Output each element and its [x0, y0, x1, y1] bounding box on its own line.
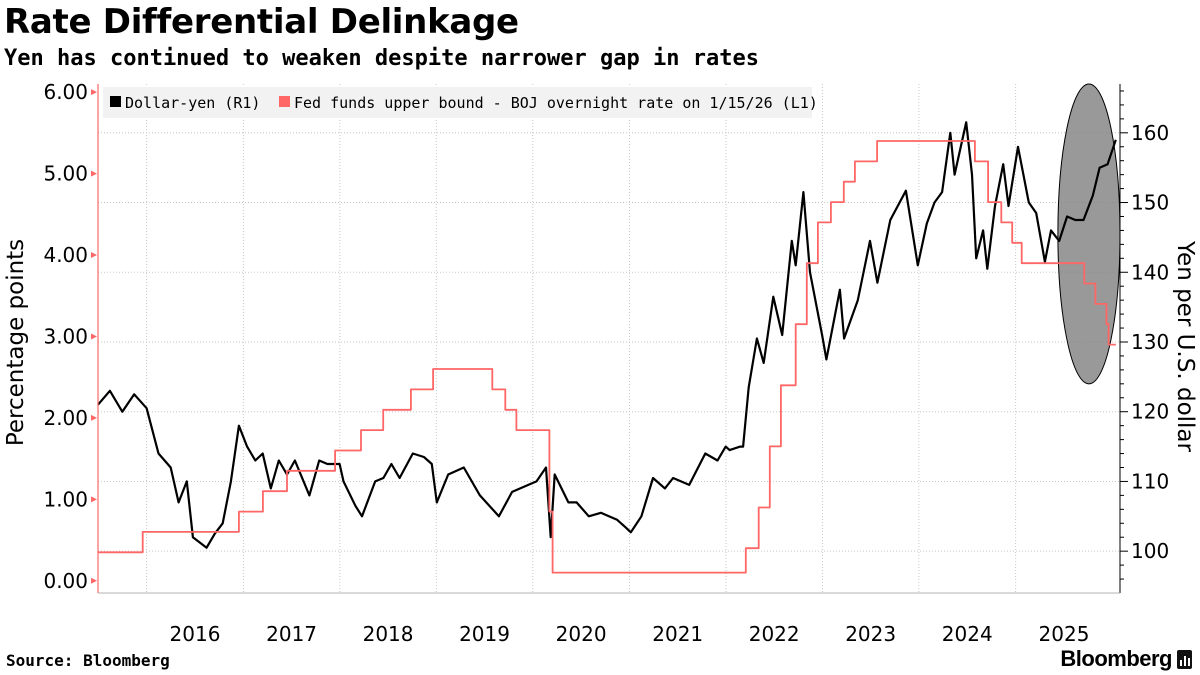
chart-title: Rate Differential Delinkage — [4, 2, 519, 42]
chart-subtitle: Yen has continued to weaken despite narr… — [4, 46, 759, 71]
x-tick-label: 2016 — [170, 622, 221, 646]
left-axis-label: Percentage points — [3, 239, 29, 446]
x-tick-label: 2023 — [845, 622, 896, 646]
left-tick-label: 3.00 — [43, 324, 88, 348]
bloomberg-terminal-icon — [1177, 650, 1192, 669]
grid — [98, 84, 1120, 593]
highlight-ellipse — [1057, 83, 1121, 385]
series-line-dollar-yen — [97, 121, 1117, 549]
right-tick-label: 130 — [1131, 330, 1169, 354]
left-tick-mark — [91, 333, 97, 340]
left-tick-label: 2.00 — [43, 406, 88, 430]
x-tick-label: 2022 — [749, 622, 800, 646]
legend-label: Dollar-yen (R1) — [125, 94, 260, 112]
left-tick-mark — [91, 577, 97, 584]
series — [97, 121, 1117, 574]
x-tick-label: 2025 — [1039, 622, 1090, 646]
x-tick-label: 2020 — [556, 622, 607, 646]
axes: 0.00 1.00 2.00 3.00 4.00 5.00 6.00 Percentage p… — [3, 80, 1198, 646]
legend-swatch — [279, 96, 290, 107]
right-tick-label: 140 — [1131, 260, 1169, 284]
x-tick-label: 2018 — [363, 622, 414, 646]
legend: Dollar-yen (R1) Fed funds upper bound - B… — [103, 87, 818, 118]
right-tick-label: 120 — [1131, 400, 1169, 424]
left-tick-mark — [91, 170, 97, 177]
right-tick-label: 160 — [1131, 121, 1169, 145]
left-tick-mark — [91, 496, 97, 503]
right-axis-label: Yen per U.S. dollar — [1172, 240, 1198, 452]
right-tick-label: 100 — [1131, 539, 1169, 563]
left-tick-mark — [91, 89, 97, 96]
x-tick-label: 2017 — [266, 622, 317, 646]
left-tick-label: 0.00 — [43, 569, 88, 593]
legend-swatch — [110, 96, 121, 107]
left-tick-label: 6.00 — [43, 80, 88, 104]
left-tick-label: 4.00 — [43, 243, 88, 267]
left-tick-label: 5.00 — [43, 162, 88, 186]
legend-label: Fed funds upper bound - BOJ overnight ra… — [294, 94, 818, 112]
x-tick-label: 2019 — [459, 622, 510, 646]
series-line-rate-gap — [98, 140, 1116, 574]
right-tick-label: 150 — [1131, 191, 1169, 215]
x-tick-label: 2024 — [942, 622, 993, 646]
right-tick-label: 110 — [1131, 469, 1169, 493]
left-tick-label: 1.00 — [43, 487, 88, 511]
left-tick-mark — [91, 414, 97, 421]
source-note: Source: Bloomberg — [6, 651, 170, 670]
bloomberg-logo: Bloomberg — [1060, 646, 1172, 671]
left-tick-mark — [91, 252, 97, 259]
x-tick-label: 2021 — [652, 622, 703, 646]
highlight — [1057, 83, 1121, 385]
legend-box — [103, 87, 812, 118]
